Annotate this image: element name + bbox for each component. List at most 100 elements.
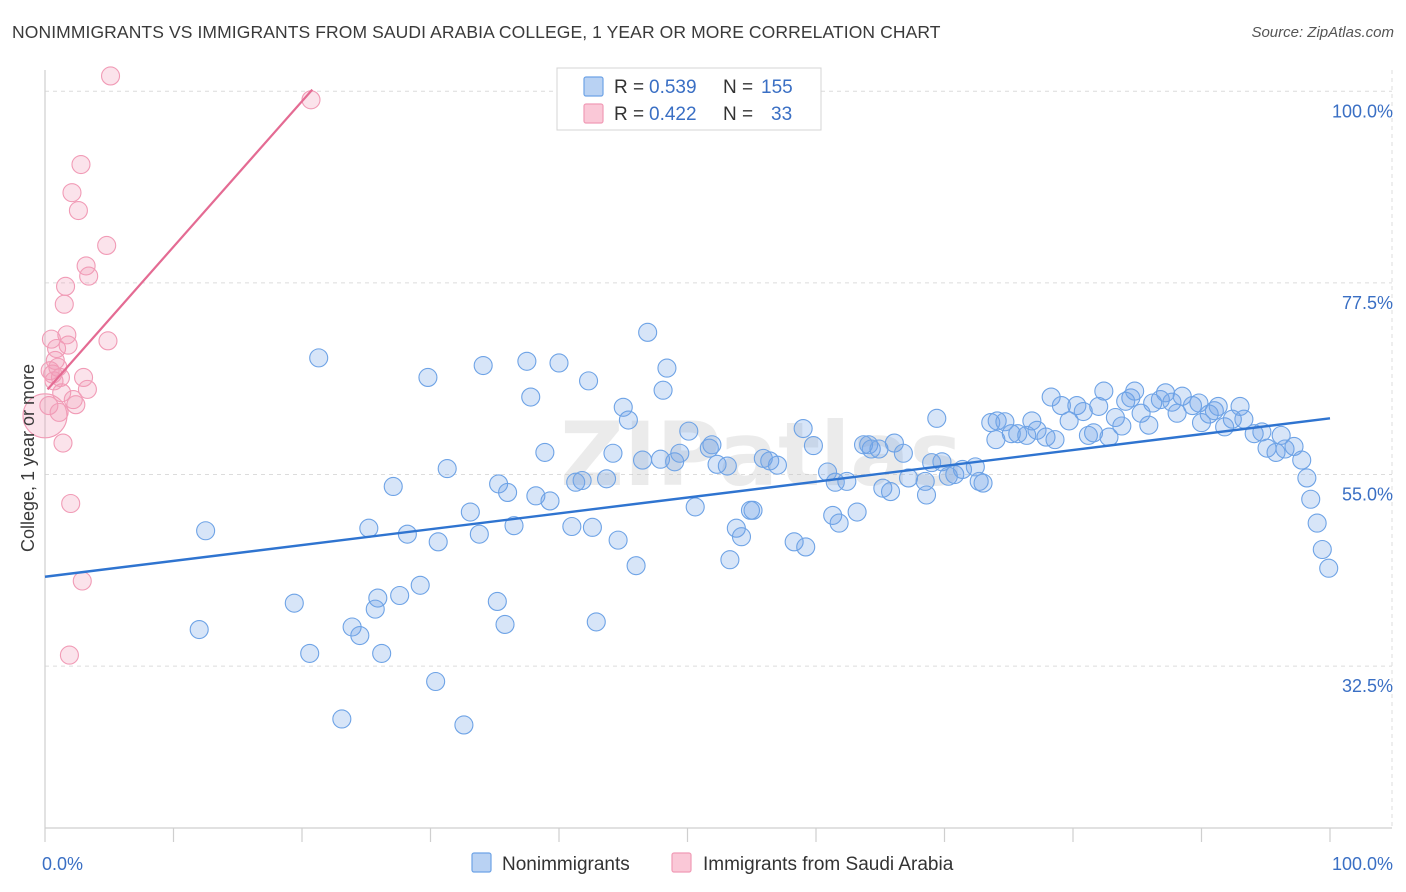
point-immigrants-23 — [72, 571, 92, 591]
point-immigrants-13 — [56, 276, 76, 296]
point-nonimmigrants-129 — [1162, 392, 1182, 412]
legend-swatch-pink — [583, 103, 604, 124]
point-nonimmigrants-23 — [473, 355, 493, 376]
point-nonimmigrants-85 — [893, 443, 913, 463]
point-nonimmigrants-120 — [1112, 416, 1132, 436]
point-immigrants-24 — [74, 367, 94, 388]
point-nonimmigrants-50 — [653, 380, 673, 400]
point-nonimmigrants-31 — [526, 486, 546, 506]
point-nonimmigrants-69 — [793, 419, 813, 439]
point-nonimmigrants-44 — [613, 397, 633, 417]
top-legend: R = 0.539 N = 155 R = 0.422 N = 33 — [556, 67, 822, 131]
point-immigrants-20 — [66, 395, 86, 415]
point-nonimmigrants-47 — [632, 450, 653, 470]
y-axis-label: College, 1 year or more — [18, 364, 38, 552]
point-nonimmigrants-113 — [1073, 401, 1093, 422]
point-nonimmigrants-14 — [397, 524, 417, 544]
point-nonimmigrants-111 — [1059, 411, 1079, 431]
point-nonimmigrants-33 — [540, 491, 560, 511]
point-immigrants-32 — [22, 393, 68, 439]
bottom-legend-swatch-blue — [471, 852, 492, 873]
point-nonimmigrants-24 — [487, 591, 507, 612]
point-nonimmigrants-38 — [579, 371, 599, 391]
point-nonimmigrants-128 — [1155, 383, 1176, 403]
trend-line-nonimmigrants — [44, 417, 1331, 578]
y-tick-labels: 100.0% 77.5% 55.0% 32.5% — [1332, 101, 1393, 696]
point-nonimmigrants-105 — [1022, 411, 1042, 431]
point-immigrants-30 — [100, 66, 121, 86]
point-nonimmigrants-68 — [784, 532, 804, 552]
series-nonimmigrants — [189, 322, 1339, 735]
point-nonimmigrants-110 — [1051, 396, 1071, 416]
legend-r-value-blue: 0.539 — [649, 77, 697, 98]
point-nonimmigrants-46 — [626, 556, 646, 576]
point-nonimmigrants-22 — [469, 524, 489, 544]
point-nonimmigrants-90 — [927, 408, 947, 428]
point-nonimmigrants-30 — [521, 387, 541, 407]
legend-r-label-pink: R = — [614, 104, 644, 125]
point-nonimmigrants-35 — [562, 516, 582, 537]
point-nonimmigrants-150 — [1297, 468, 1317, 488]
point-nonimmigrants-48 — [638, 322, 658, 342]
point-nonimmigrants-16 — [418, 367, 438, 388]
point-nonimmigrants-4 — [309, 348, 329, 368]
point-nonimmigrants-83 — [880, 482, 901, 502]
chart-source: Source: ZipAtlas.com — [1251, 24, 1394, 41]
point-immigrants-17 — [61, 493, 81, 514]
point-nonimmigrants-19 — [437, 459, 457, 479]
point-immigrants-15 — [58, 335, 78, 355]
y-tick-label-2: 55.0% — [1342, 485, 1393, 505]
point-nonimmigrants-117 — [1094, 381, 1114, 401]
point-nonimmigrants-67 — [767, 455, 788, 475]
point-nonimmigrants-62 — [731, 527, 752, 547]
point-nonimmigrants-51 — [657, 358, 677, 378]
point-nonimmigrants-29 — [517, 351, 537, 371]
bottom-legend-label-blue: Nonimmigrants — [502, 854, 630, 875]
point-nonimmigrants-18 — [428, 532, 448, 552]
point-nonimmigrants-140 — [1230, 396, 1250, 416]
point-nonimmigrants-3 — [300, 643, 320, 663]
point-nonimmigrants-49 — [650, 449, 671, 469]
trend-line-immigrants — [46, 88, 314, 391]
point-nonimmigrants-55 — [685, 497, 705, 517]
point-nonimmigrants-27 — [498, 482, 518, 502]
point-nonimmigrants-154 — [1319, 558, 1339, 578]
point-immigrants-8 — [49, 402, 69, 422]
point-nonimmigrants-75 — [829, 513, 849, 533]
point-nonimmigrants-9 — [365, 599, 385, 619]
point-nonimmigrants-59 — [717, 456, 737, 476]
y-tick-label-1: 77.5% — [1342, 293, 1393, 313]
point-nonimmigrants-42 — [603, 443, 623, 463]
point-nonimmigrants-101 — [995, 412, 1015, 432]
point-nonimmigrants-115 — [1084, 423, 1104, 443]
point-nonimmigrants-21 — [460, 502, 480, 522]
point-nonimmigrants-5 — [332, 709, 352, 729]
point-nonimmigrants-26 — [495, 614, 515, 634]
point-nonimmigrants-40 — [586, 612, 606, 632]
point-nonimmigrants-32 — [535, 442, 555, 462]
point-immigrants-16 — [59, 645, 79, 665]
point-nonimmigrants-125 — [1139, 415, 1159, 435]
point-nonimmigrants-152 — [1307, 513, 1327, 533]
legend-n-label-blue: N = — [723, 77, 753, 98]
point-immigrants-29 — [98, 331, 118, 351]
x-tick-label-max: 100.0% — [1332, 854, 1393, 874]
point-nonimmigrants-76 — [837, 471, 857, 491]
point-immigrants-6 — [47, 338, 67, 359]
point-immigrants-11 — [53, 433, 73, 453]
x-tick-label-min: 0.0% — [42, 854, 83, 874]
point-nonimmigrants-34 — [549, 353, 569, 373]
point-nonimmigrants-1 — [196, 521, 216, 541]
point-nonimmigrants-70 — [796, 537, 816, 557]
point-nonimmigrants-109 — [1045, 430, 1065, 450]
point-nonimmigrants-15 — [410, 575, 430, 595]
point-nonimmigrants-2 — [284, 593, 304, 613]
point-nonimmigrants-56 — [699, 438, 719, 458]
point-nonimmigrants-10 — [368, 588, 388, 608]
point-nonimmigrants-28 — [504, 516, 524, 536]
y-tick-label-3: 32.5% — [1342, 676, 1393, 696]
point-immigrants-27 — [79, 266, 99, 286]
point-immigrants-12 — [54, 294, 74, 314]
point-immigrants-14 — [57, 325, 77, 345]
